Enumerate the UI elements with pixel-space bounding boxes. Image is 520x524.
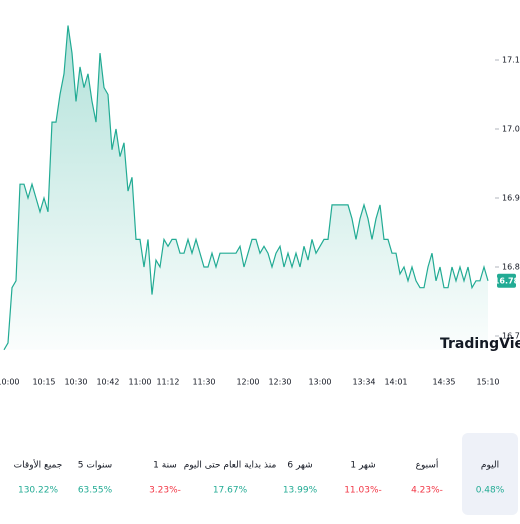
- x-tick-label: 12:30: [268, 378, 291, 387]
- period-change: 63.55%: [78, 486, 113, 496]
- x-tick-label: 12:00: [236, 378, 259, 387]
- period-change: 3.23%-: [149, 486, 181, 496]
- period-label: منذ بداية العام حتى اليوم: [184, 461, 277, 471]
- period-label: 1 شهر: [350, 461, 375, 471]
- x-tick-label: 14:35: [432, 378, 455, 387]
- x-tick-label: 11:30: [192, 378, 215, 387]
- price-line: [3, 25, 489, 351]
- y-tick-label: 17.00: [502, 125, 520, 134]
- period-label: أسبوع: [416, 459, 439, 471]
- x-tick-label: 14:01: [384, 378, 407, 387]
- x-tick-label: 13:00: [308, 378, 331, 387]
- x-tick-label: 10:30: [64, 378, 87, 387]
- period-change: 0.48%: [476, 486, 505, 496]
- last-price-label: 16.78: [494, 276, 520, 285]
- period-label: 1 سنة: [153, 461, 177, 471]
- x-tick-label: 10:15: [32, 378, 55, 387]
- last-price-box: [497, 273, 516, 288]
- x-tick-label: 11:12: [156, 378, 179, 387]
- period-change: 13.99%: [283, 486, 318, 496]
- x-tick-label: 10:00: [0, 378, 20, 387]
- x-tick-label: 15:10: [476, 378, 499, 387]
- period-change: 130.22%: [18, 486, 58, 496]
- y-tick-label: 17.10: [502, 56, 520, 65]
- period-label: 5 سنوات: [78, 461, 112, 471]
- period-label: اليوم: [481, 461, 499, 471]
- y-tick-label: 16.80: [502, 263, 520, 272]
- period-change: 4.23%-: [411, 486, 443, 496]
- period-change: 11.03%-: [344, 486, 382, 496]
- y-tick-label: 16.90: [502, 194, 520, 203]
- x-tick-label: 10:42: [96, 378, 119, 387]
- area-fill: [4, 25, 488, 350]
- period-label: جميع الأوقات: [14, 459, 63, 471]
- y-tick-label: 16.70: [502, 332, 520, 341]
- period-label: 6 شهر: [287, 461, 312, 471]
- period-change: 17.67%: [213, 486, 248, 496]
- x-tick-label: 11:00: [128, 378, 151, 387]
- x-tick-label: 13:34: [352, 378, 375, 387]
- selected-period-bg: [462, 433, 518, 515]
